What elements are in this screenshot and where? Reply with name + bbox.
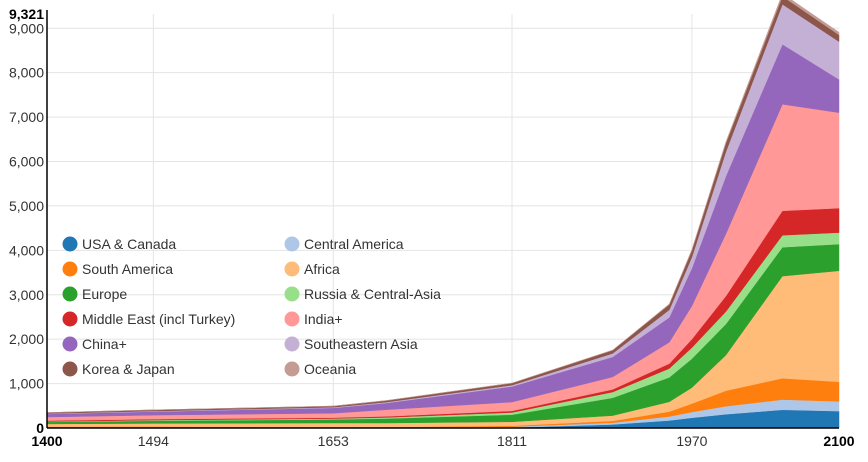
x-tick-label: 1811 [497,433,527,449]
legend-label: South America [82,261,173,277]
y-tick-label: 3,000 [9,287,44,303]
x-tick-label: 1400 [31,433,62,449]
y-tick-label: 9,321 [9,6,44,22]
legend-label: USA & Canada [82,236,176,252]
legend-swatch [284,311,300,327]
legend-item-china[interactable]: China+ [62,336,127,352]
legend: USA & Canada Central America South America… [62,236,442,377]
legend-item-russia-central-asia[interactable]: Russia & Central-Asia [284,286,442,302]
legend-label: Europe [82,286,127,302]
legend-label: Middle East (incl Turkey) [82,311,235,327]
legend-swatch [284,361,300,377]
x-tick-label: 1653 [318,433,349,449]
legend-item-korea-japan[interactable]: Korea & Japan [62,361,175,377]
legend-label: Russia & Central-Asia [304,286,441,302]
legend-item-africa[interactable]: Africa [284,261,341,277]
y-tick-label: 4,000 [9,242,44,258]
legend-label: Africa [304,261,340,277]
x-tick-label: 1494 [138,433,169,449]
area-series-oceania[interactable] [46,0,840,413]
legend-swatch [62,236,78,252]
legend-label: China+ [82,336,127,352]
legend-label: Oceania [304,361,356,377]
legend-label: Southeastern Asia [304,336,418,352]
y-tick-label: 7,000 [9,109,44,125]
legend-swatch [62,361,78,377]
legend-label: Korea & Japan [82,361,175,377]
legend-item-middle-east-incl-turkey[interactable]: Middle East (incl Turkey) [62,311,236,327]
legend-swatch [284,286,300,302]
legend-item-southeastern-asia[interactable]: Southeastern Asia [284,336,418,352]
y-tick-label: 2,000 [9,331,44,347]
y-tick-label: 6,000 [9,154,44,170]
axes: 0 1,000 2,000 3,000 4,000 5,000 6,000 7,000 8,00… [9,6,855,449]
y-tick-label: 9,000 [9,20,44,36]
y-tick-label: 8,000 [9,65,44,81]
legend-swatch [284,336,300,352]
legend-item-oceania[interactable]: Oceania [284,361,357,377]
legend-swatch [62,286,78,302]
x-tick-label: 2100 [823,433,854,449]
legend-item-south-america[interactable]: South America [62,261,174,277]
legend-swatch [62,311,78,327]
legend-swatch [284,236,300,252]
legend-item-europe[interactable]: Europe [62,286,128,302]
y-tick-label: 5,000 [9,198,44,214]
legend-label: India+ [304,311,343,327]
legend-item-central-america[interactable]: Central America [284,236,404,252]
legend-swatch [62,261,78,277]
legend-item-india[interactable]: India+ [284,311,343,327]
legend-item-usa-canada[interactable]: USA & Canada [62,236,177,252]
y-tick-label: 1,000 [9,376,44,392]
legend-swatch [284,261,300,277]
y-tick-label: 0 [36,420,44,436]
legend-swatch [62,336,78,352]
x-tick-label: 1970 [676,433,707,449]
legend-label: Central America [304,236,404,252]
